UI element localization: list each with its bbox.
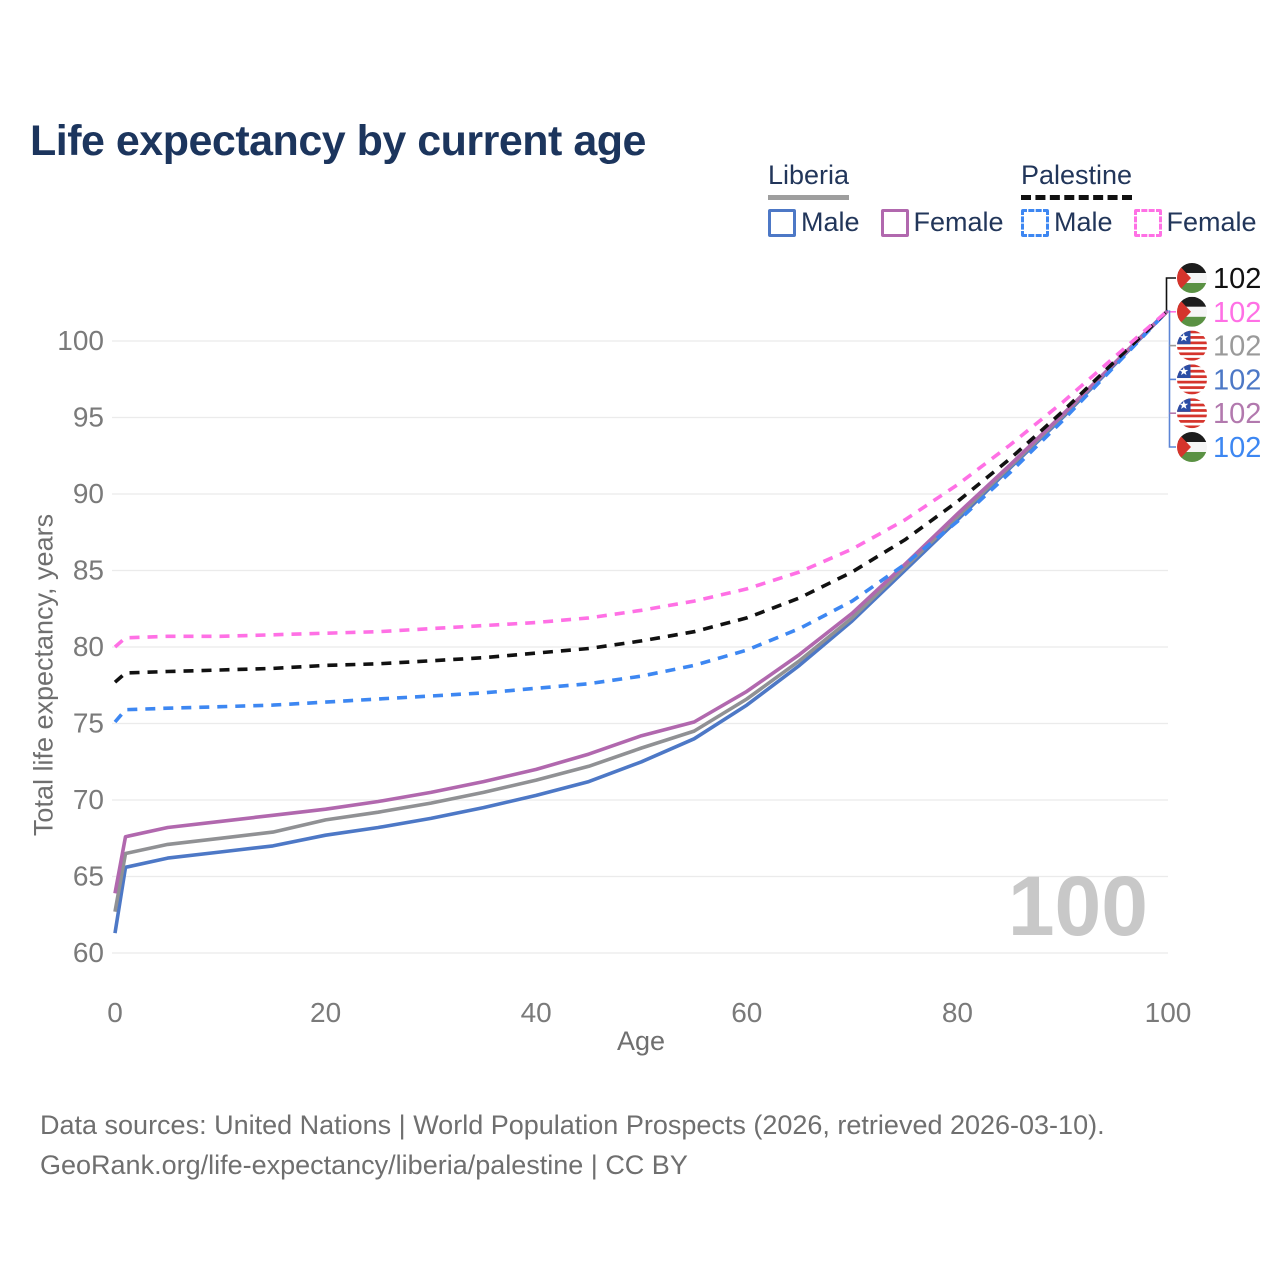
- legend-country-palestine[interactable]: Palestine: [1021, 160, 1133, 200]
- legend-item-palestine-male[interactable]: Male: [1021, 207, 1113, 238]
- x-tick-label-100: 100: [1145, 997, 1192, 1028]
- x-tick-label-60: 60: [731, 997, 762, 1028]
- liberia-flag-icon: [1177, 331, 1207, 361]
- x-tick-label-0: 0: [107, 997, 123, 1028]
- leader-lines: [1165, 277, 1176, 448]
- x-axis-title: Age: [616, 1026, 666, 1056]
- legend-item-palestine-female[interactable]: Female: [1133, 207, 1257, 238]
- y-tick-label-95: 95: [73, 402, 104, 433]
- liberia-flag-icon: [1177, 398, 1207, 428]
- palestine-flag-icon: [1177, 263, 1207, 293]
- y-tick-label-80: 80: [73, 631, 104, 662]
- footer: Data sources: United Nations | World Pop…: [40, 1106, 1105, 1186]
- y-tick-label-100: 100: [57, 325, 104, 356]
- end-value-label-3: 102: [1213, 364, 1261, 396]
- y-tick-label-60: 60: [73, 937, 104, 968]
- legend-label: Female: [1166, 207, 1257, 237]
- legend-item-liberia-female[interactable]: Female: [880, 207, 1004, 238]
- leader-palestine-total: [1165, 277, 1176, 311]
- legend-country-liberia[interactable]: Liberia: [768, 160, 850, 200]
- axis-ticks: 60 65 70 75 80 85 90 95 100 0 20 40 60 80 100: [57, 325, 1191, 1028]
- series-line-liberia-male: [113, 309, 1170, 934]
- series-lines: [113, 309, 1170, 934]
- y-tick-label-85: 85: [73, 555, 104, 586]
- legend-group-palestine: Palestine Male Female: [1021, 160, 1257, 238]
- legend-label: Male: [1054, 207, 1113, 237]
- series-line-palestine-male: [113, 309, 1170, 724]
- footer-attribution: GeoRank.org/life-expectancy/liberia/pale…: [40, 1149, 688, 1180]
- palestine-flag-icon: [1177, 432, 1207, 462]
- palestine-male-checkbox-icon[interactable]: [1021, 208, 1049, 237]
- age-watermark: 100: [1007, 859, 1148, 953]
- series-line-palestine-female: [113, 309, 1170, 649]
- liberia-male-checkbox-icon[interactable]: [768, 208, 796, 237]
- legend-label: Female: [913, 207, 1004, 237]
- palestine-female-checkbox-icon[interactable]: [1133, 208, 1162, 237]
- liberia-female-checkbox-icon[interactable]: [880, 208, 909, 237]
- legend-item-liberia-male[interactable]: Male: [768, 207, 860, 238]
- series-line-palestine-total: [113, 309, 1170, 684]
- x-tick-label-40: 40: [521, 997, 552, 1028]
- x-tick-label-20: 20: [310, 997, 341, 1028]
- end-value-label-0: 102: [1213, 263, 1261, 295]
- end-value-label-2: 102: [1213, 331, 1261, 363]
- end-value-label-5: 102: [1213, 432, 1261, 464]
- leader-palestine-male: [1168, 310, 1176, 448]
- gridlines: [112, 340, 1168, 954]
- y-tick-label-75: 75: [73, 708, 104, 739]
- legend-label: Male: [801, 207, 860, 237]
- legend-group-liberia: Liberia Male Female: [768, 160, 1004, 238]
- x-tick-label-80: 80: [942, 997, 973, 1028]
- y-tick-label-90: 90: [73, 478, 104, 509]
- end-value-label-1: 102: [1213, 297, 1261, 329]
- y-tick-label-70: 70: [73, 784, 104, 815]
- y-axis-title: Total life expectancy, years: [28, 513, 59, 837]
- page-title: Life expectancy by current age: [30, 116, 646, 165]
- series-line-liberia-female: [113, 309, 1170, 894]
- end-value-label-4: 102: [1213, 398, 1261, 430]
- palestine-flag-icon: [1177, 297, 1207, 327]
- liberia-flag-icon: [1177, 364, 1207, 394]
- footer-data-sources: Data sources: United Nations | World Pop…: [40, 1110, 1105, 1140]
- y-tick-label-65: 65: [73, 861, 104, 892]
